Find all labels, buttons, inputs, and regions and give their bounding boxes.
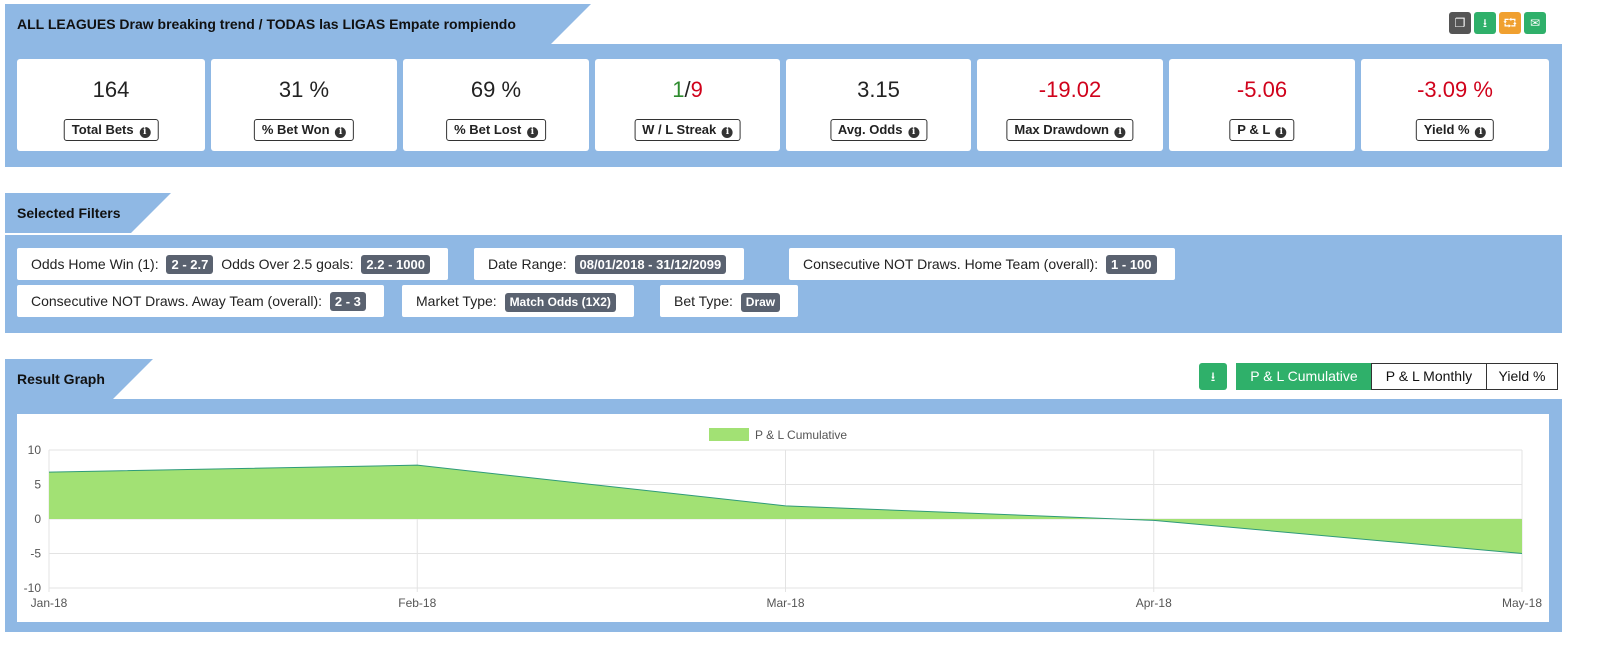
filter-label: Bet Type: bbox=[674, 293, 733, 309]
stat-value: 69 % bbox=[470, 77, 522, 102]
graph-title: Result Graph bbox=[5, 359, 153, 399]
stat-avg-odds: 3.15 Avg. Odds i bbox=[786, 59, 971, 151]
stat-label[interactable]: Total Bets i bbox=[63, 119, 159, 141]
stat-label-text: P & L bbox=[1237, 122, 1271, 137]
info-icon[interactable]: i bbox=[1275, 127, 1287, 138]
tab-pl-monthly[interactable]: P & L Monthly bbox=[1371, 363, 1487, 390]
stat-value: 1/9 bbox=[595, 77, 780, 103]
streak-separator: / bbox=[684, 77, 691, 102]
stat-value: -3.09 % bbox=[1417, 77, 1493, 102]
filter-value-badge: 2.2 - 1000 bbox=[361, 255, 430, 274]
filters-panel: Odds Home Win (1): 2 - 2.7 Odds Over 2.5… bbox=[5, 235, 1562, 333]
streak-losses: 9 bbox=[690, 77, 703, 102]
info-icon[interactable]: i bbox=[1475, 127, 1487, 138]
filter-label: Odds Home Win (1): bbox=[31, 256, 159, 272]
x-tick-label: Jan-18 bbox=[31, 596, 68, 610]
series-line bbox=[48, 464, 1523, 554]
streak-wins: 1 bbox=[672, 77, 685, 102]
filter-value-badge: 1 - 100 bbox=[1106, 255, 1157, 274]
filter-odds: Odds Home Win (1): 2 - 2.7 Odds Over 2.5… bbox=[17, 248, 448, 280]
legend-swatch bbox=[709, 428, 749, 441]
filter-label: Consecutive NOT Draws. Home Team (overal… bbox=[803, 256, 1099, 272]
filter-bet-type: Bet Type: Draw bbox=[660, 285, 799, 317]
x-tick-label: May-18 bbox=[1502, 596, 1542, 610]
graph-section: Result Graph bbox=[5, 359, 1562, 399]
x-tick-label: Feb-18 bbox=[398, 596, 436, 610]
info-icon[interactable]: i bbox=[1114, 127, 1126, 138]
info-icon[interactable]: i bbox=[526, 127, 538, 138]
stat-label-text: % Bet Lost bbox=[454, 122, 522, 137]
stat-label[interactable]: % Bet Won i bbox=[253, 119, 355, 141]
tab-yield[interactable]: Yield % bbox=[1486, 363, 1558, 390]
stat-max-drawdown: -19.02 Max Drawdown i bbox=[977, 59, 1163, 151]
filter-date-range: Date Range: 08/01/2018 - 31/12/2099 bbox=[474, 248, 745, 280]
download-graph-button[interactable]: ⭳ bbox=[1199, 363, 1227, 390]
stat-value: -5.06 bbox=[1236, 77, 1288, 102]
filter-label: Odds Over 2.5 goals: bbox=[221, 256, 354, 272]
info-icon[interactable]: i bbox=[908, 127, 920, 138]
stats-panel: 164 Total Bets i 31 % % Bet Won i 69 % %… bbox=[5, 44, 1562, 167]
y-tick-label: 10 bbox=[28, 443, 42, 457]
stat-pl: -5.06 P & L i bbox=[1169, 59, 1355, 151]
stat-bet-won: 31 % % Bet Won i bbox=[211, 59, 397, 151]
stat-label[interactable]: % Bet Lost i bbox=[446, 119, 546, 141]
stat-value: -19.02 bbox=[1038, 77, 1102, 102]
stat-label-text: Max Drawdown bbox=[1014, 122, 1109, 137]
y-tick-label: -10 bbox=[24, 581, 42, 595]
filter-consec-away: Consecutive NOT Draws. Away Team (overal… bbox=[17, 285, 384, 317]
filter-market-type: Market Type: Match Odds (1X2) bbox=[402, 285, 634, 317]
stat-label[interactable]: Yield % i bbox=[1415, 119, 1495, 141]
stat-label[interactable]: Max Drawdown i bbox=[1006, 119, 1134, 141]
filter-value-badge: Match Odds (1X2) bbox=[504, 293, 616, 312]
filter-label: Market Type: bbox=[416, 293, 497, 309]
stat-label-text: W / L Streak bbox=[642, 122, 717, 137]
filters-section: Selected Filters Odds Home Win (1): 2 - … bbox=[5, 193, 1562, 333]
filter-label: Consecutive NOT Draws. Away Team (overal… bbox=[31, 293, 322, 309]
info-icon[interactable]: i bbox=[721, 127, 733, 138]
stat-label[interactable]: W / L Streak i bbox=[634, 119, 741, 141]
filter-value-badge: 2 - 3 bbox=[329, 292, 366, 311]
stat-label[interactable]: Avg. Odds i bbox=[829, 119, 928, 141]
stat-bet-lost: 69 % % Bet Lost i bbox=[403, 59, 589, 151]
stat-yield: -3.09 % Yield % i bbox=[1361, 59, 1549, 151]
chart-area: 10 5 0 -5 -10 Jan-18 Feb-18 Mar-18 Apr-18 May-18 P… bbox=[17, 414, 1549, 622]
stat-streak: 1/9 W / L Streak i bbox=[595, 59, 780, 151]
tab-pl-cumulative[interactable]: P & L Cumulative bbox=[1236, 363, 1372, 390]
stat-label[interactable]: P & L i bbox=[1229, 119, 1295, 141]
stat-label-text: Avg. Odds bbox=[837, 122, 903, 137]
y-tick-label: -5 bbox=[30, 547, 41, 561]
series-area bbox=[49, 465, 1522, 554]
y-tick-label: 0 bbox=[34, 512, 41, 526]
email-icon[interactable]: ✉ bbox=[1524, 12, 1546, 34]
info-icon[interactable]: i bbox=[139, 127, 151, 138]
share-icon[interactable]: ⮔ bbox=[1499, 12, 1521, 34]
stat-total-bets: 164 Total Bets i bbox=[17, 59, 205, 151]
filter-label: Date Range: bbox=[488, 256, 567, 272]
stat-label-text: Yield % bbox=[1423, 122, 1470, 137]
summary-section: ALL LEAGUES Draw breaking trend / TODAS … bbox=[5, 4, 1562, 167]
copy-icon[interactable]: ❐ bbox=[1449, 12, 1471, 34]
filters-title: Selected Filters bbox=[5, 193, 171, 233]
x-tick-label: Apr-18 bbox=[1136, 596, 1172, 610]
summary-title: ALL LEAGUES Draw breaking trend / TODAS … bbox=[5, 4, 591, 72]
stat-label-text: Total Bets bbox=[71, 122, 134, 137]
stat-value: 164 bbox=[92, 77, 130, 102]
y-tick-label: 5 bbox=[34, 478, 41, 492]
download-icon: ⭳ bbox=[1210, 369, 1216, 384]
filter-consec-home: Consecutive NOT Draws. Home Team (overal… bbox=[789, 248, 1175, 280]
filter-value-badge: Draw bbox=[740, 293, 781, 312]
info-icon[interactable]: i bbox=[335, 127, 347, 138]
filter-value-badge: 08/01/2018 - 31/12/2099 bbox=[574, 255, 727, 274]
x-tick-label: Mar-18 bbox=[766, 596, 804, 610]
stat-value: 3.15 bbox=[857, 77, 900, 102]
stat-value: 31 % bbox=[278, 77, 330, 102]
stat-label-text: % Bet Won bbox=[261, 122, 330, 137]
download-icon[interactable]: ⭳ bbox=[1474, 12, 1496, 34]
legend-label: P & L Cumulative bbox=[755, 428, 847, 442]
filter-value-badge: 2 - 2.7 bbox=[166, 255, 214, 274]
